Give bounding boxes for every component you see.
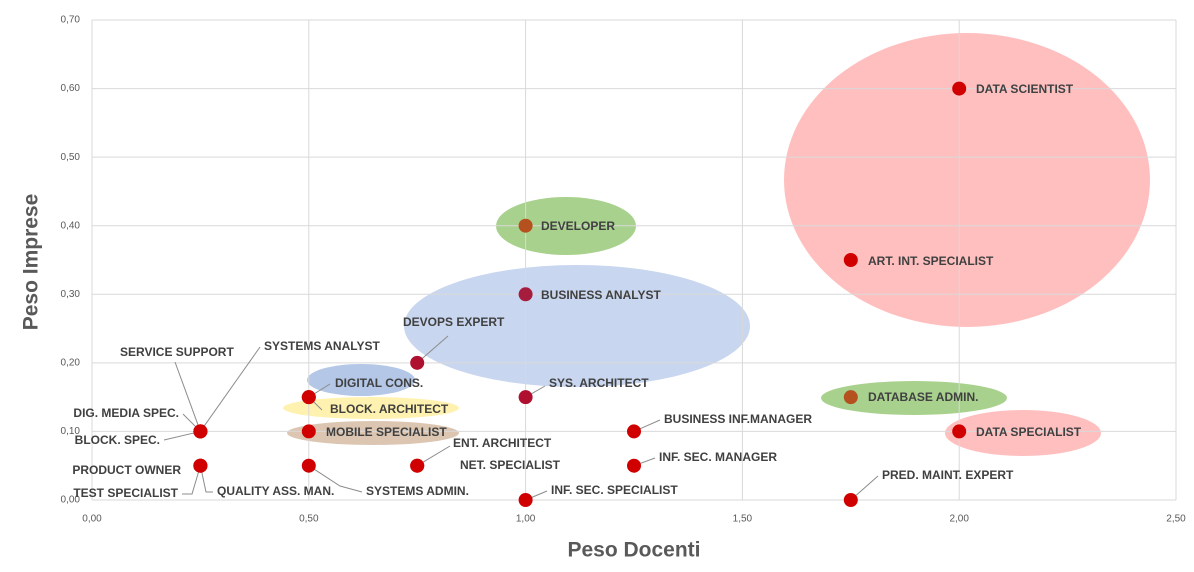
point <box>952 81 967 96</box>
point-label: DATA SCIENTIST <box>976 82 1074 96</box>
point-label: MOBILE SPECIALIST <box>326 425 447 439</box>
point <box>301 458 316 473</box>
y-tick-label: 0,50 <box>61 152 81 163</box>
point <box>518 218 533 233</box>
point-label: QUALITY ASS. MAN. <box>217 484 334 498</box>
leader-line <box>199 465 213 493</box>
point-label: DIGITAL CONS. <box>335 376 423 390</box>
x-tick-label: 1,00 <box>516 514 536 525</box>
x-tick-label: 1,50 <box>733 514 753 525</box>
point-label: PRED. MAINT. EXPERT <box>882 468 1014 482</box>
point-label: SYS. ARCHITECT <box>549 376 649 390</box>
group-ellipse <box>307 364 415 396</box>
y-tick-label: 0,70 <box>61 15 81 26</box>
group-ellipses <box>283 33 1150 456</box>
point-label: BLOCK. SPEC. <box>75 433 160 447</box>
point-label: TEST SPECIALIST <box>73 486 178 500</box>
point <box>193 424 208 439</box>
point <box>410 355 425 370</box>
point-label: INF. SEC. SPECIALIST <box>551 483 678 497</box>
group-ellipse <box>287 421 459 445</box>
group-ellipse <box>821 381 1007 415</box>
y-tick-label: 0,00 <box>61 495 81 506</box>
point <box>410 458 425 473</box>
point-label: ART. INT. SPECIALIST <box>868 254 994 268</box>
leader-line <box>308 465 363 493</box>
point-label: BUSINESS ANALYST <box>541 288 661 302</box>
point-label: ENT. ARCHITECT <box>453 436 552 450</box>
group-ellipse <box>945 410 1101 456</box>
leader-line <box>174 361 201 432</box>
point <box>518 390 533 405</box>
point <box>627 458 641 473</box>
point <box>952 424 967 439</box>
leader-line <box>199 346 261 432</box>
point-label: BUSINESS INF.MANAGER <box>664 412 812 426</box>
point-label: SYSTEMS ANALYST <box>264 339 380 353</box>
point <box>843 493 858 507</box>
point <box>518 493 533 507</box>
y-tick-label: 0,10 <box>61 426 81 437</box>
group-ellipse <box>283 397 459 419</box>
point-label: SYSTEMS ADMIN. <box>366 484 469 498</box>
point-label: BLOCK. ARCHITECT <box>330 402 449 416</box>
x-tick-label: 2,50 <box>1166 514 1186 525</box>
y-tick-label: 0,60 <box>61 83 81 94</box>
x-tick-label: 0,00 <box>82 514 102 525</box>
point <box>843 253 858 267</box>
point-label: INF. SEC. MANAGER <box>659 450 777 464</box>
point <box>193 458 208 473</box>
point <box>301 424 316 439</box>
leader-line <box>182 465 201 495</box>
x-tick-label: 2,00 <box>949 514 969 525</box>
y-axis-title: Peso Imprese <box>20 194 43 331</box>
point-label: DIG. MEDIA SPEC. <box>73 406 179 420</box>
group-ellipse <box>404 265 750 387</box>
y-tick-label: 0,30 <box>61 289 81 300</box>
point-label: SERVICE SUPPORT <box>120 345 234 359</box>
point-label: DATA SPECIALIST <box>976 425 1082 439</box>
point-label: PRODUCT OWNER <box>72 463 181 477</box>
y-tick-label: 0,40 <box>61 220 81 231</box>
point <box>301 390 316 405</box>
point-label: DATABASE ADMIN. <box>868 390 978 404</box>
point-label: NET. SPECIALIST <box>460 458 561 472</box>
y-tick-label: 0,20 <box>61 357 81 368</box>
x-axis-title: Peso Docenti <box>567 539 700 562</box>
point <box>627 424 641 439</box>
point-label: DEVELOPER <box>541 219 615 233</box>
x-tick-label: 0,50 <box>299 514 319 525</box>
group-ellipse <box>784 33 1150 327</box>
point-label: DEVOPS EXPERT <box>403 315 505 329</box>
point <box>518 287 533 302</box>
point <box>843 390 858 405</box>
